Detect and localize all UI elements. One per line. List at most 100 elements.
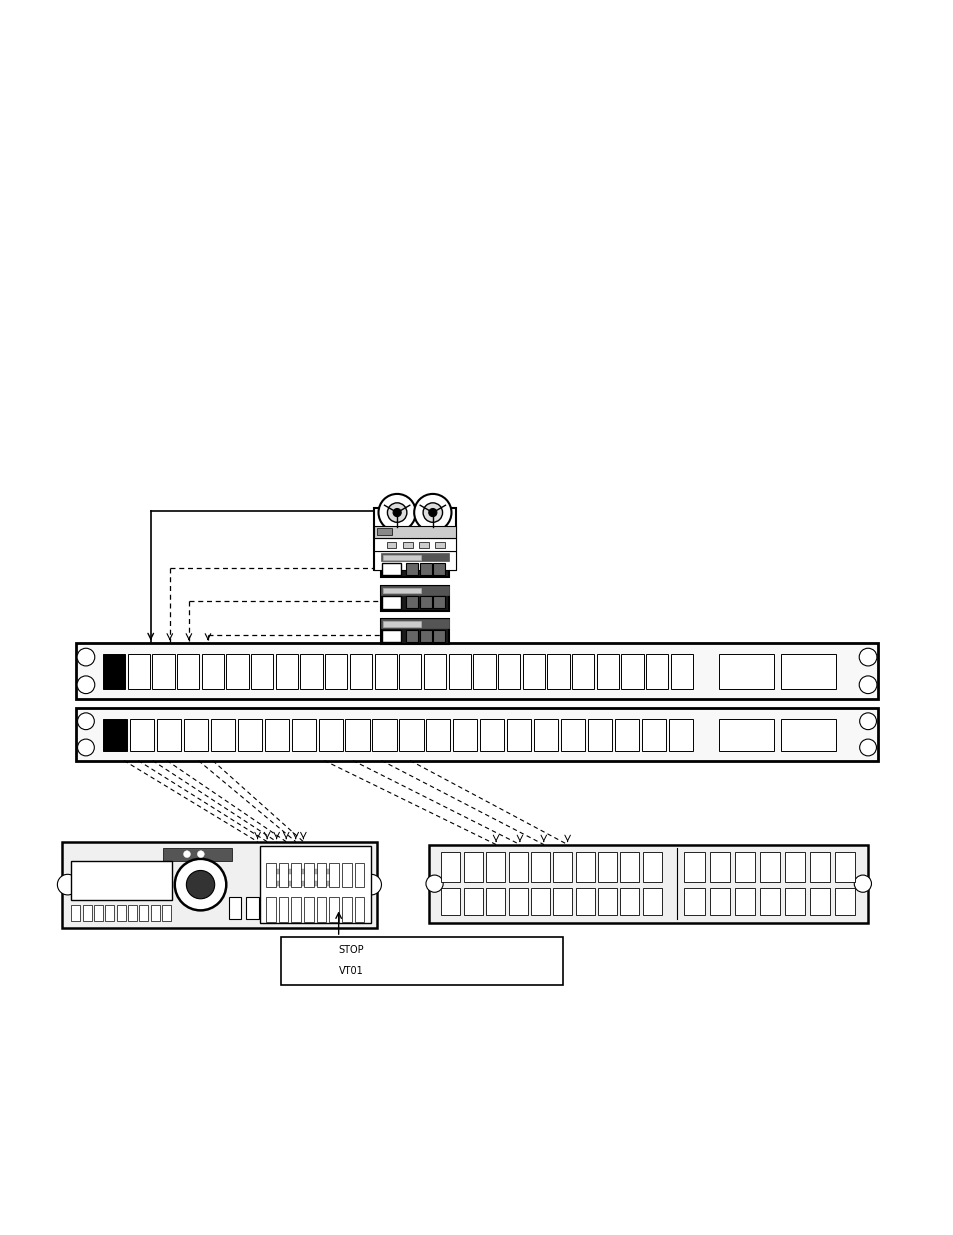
Circle shape bbox=[77, 676, 94, 694]
Bar bbox=[103, 719, 127, 751]
Bar bbox=[163, 847, 232, 861]
Bar bbox=[433, 563, 444, 576]
Bar bbox=[380, 587, 449, 611]
Bar bbox=[355, 898, 364, 921]
Bar bbox=[575, 888, 594, 915]
Bar bbox=[266, 898, 275, 921]
Bar bbox=[398, 655, 421, 689]
Bar bbox=[83, 905, 91, 920]
Bar bbox=[809, 888, 829, 915]
Text: STOP: STOP bbox=[338, 946, 364, 956]
Bar bbox=[341, 863, 352, 887]
Bar bbox=[300, 655, 322, 689]
Bar bbox=[406, 563, 417, 576]
Bar bbox=[399, 719, 423, 751]
Bar bbox=[381, 563, 401, 576]
Bar bbox=[128, 655, 150, 689]
Text: VT01: VT01 bbox=[338, 967, 363, 977]
Bar bbox=[71, 862, 172, 900]
Bar bbox=[355, 863, 364, 887]
Bar bbox=[151, 905, 159, 920]
Bar bbox=[329, 898, 338, 921]
Circle shape bbox=[859, 648, 876, 666]
Circle shape bbox=[77, 713, 94, 730]
Bar bbox=[380, 620, 449, 645]
Bar bbox=[156, 719, 181, 751]
Bar bbox=[211, 719, 234, 751]
Circle shape bbox=[859, 676, 876, 694]
Bar bbox=[381, 597, 401, 609]
Bar bbox=[269, 869, 335, 874]
Bar bbox=[266, 863, 275, 887]
Circle shape bbox=[77, 648, 94, 666]
Bar bbox=[383, 588, 420, 594]
Bar bbox=[645, 655, 668, 689]
Bar bbox=[380, 552, 449, 578]
Bar bbox=[374, 551, 456, 569]
Bar bbox=[433, 630, 444, 642]
Bar bbox=[106, 905, 114, 920]
Bar bbox=[62, 842, 376, 927]
Bar bbox=[620, 655, 643, 689]
Bar bbox=[372, 719, 396, 751]
Circle shape bbox=[57, 874, 78, 895]
Bar bbox=[226, 655, 249, 689]
Bar bbox=[784, 852, 804, 882]
Bar bbox=[575, 852, 594, 882]
Bar bbox=[375, 655, 396, 689]
Bar bbox=[784, 888, 804, 915]
Bar bbox=[473, 655, 495, 689]
Bar bbox=[435, 542, 444, 548]
Bar bbox=[316, 863, 326, 887]
Bar bbox=[553, 852, 572, 882]
Bar bbox=[553, 888, 572, 915]
Circle shape bbox=[393, 509, 401, 516]
Bar bbox=[152, 655, 174, 689]
Bar bbox=[246, 898, 258, 919]
Bar bbox=[531, 888, 549, 915]
Bar bbox=[201, 655, 224, 689]
Bar bbox=[448, 655, 471, 689]
Bar bbox=[642, 888, 661, 915]
Bar bbox=[376, 529, 392, 535]
Bar bbox=[139, 905, 148, 920]
Bar bbox=[278, 863, 288, 887]
Bar bbox=[734, 888, 754, 915]
Bar bbox=[374, 508, 456, 569]
Bar bbox=[291, 898, 301, 921]
Bar bbox=[670, 655, 692, 689]
Bar bbox=[619, 852, 639, 882]
Circle shape bbox=[414, 494, 451, 531]
Bar bbox=[598, 888, 617, 915]
Bar bbox=[668, 719, 692, 751]
Circle shape bbox=[859, 713, 876, 730]
Bar bbox=[341, 898, 352, 921]
Bar bbox=[402, 542, 412, 548]
Bar bbox=[420, 630, 432, 642]
Bar bbox=[734, 852, 754, 882]
Bar bbox=[292, 719, 315, 751]
Bar bbox=[426, 719, 450, 751]
Bar bbox=[614, 719, 639, 751]
Circle shape bbox=[859, 739, 876, 756]
Bar bbox=[128, 905, 137, 920]
Bar bbox=[263, 898, 275, 919]
Bar bbox=[619, 888, 639, 915]
Bar bbox=[304, 898, 314, 921]
Circle shape bbox=[360, 874, 381, 895]
Circle shape bbox=[387, 503, 406, 522]
Bar bbox=[291, 863, 301, 887]
Bar bbox=[76, 708, 877, 761]
Bar bbox=[781, 719, 835, 751]
Bar bbox=[433, 597, 444, 609]
Bar bbox=[834, 888, 854, 915]
Bar bbox=[719, 655, 773, 689]
Bar bbox=[374, 526, 456, 537]
Bar bbox=[463, 852, 482, 882]
Bar bbox=[598, 852, 617, 882]
Bar bbox=[420, 563, 432, 576]
Bar bbox=[479, 719, 504, 751]
Circle shape bbox=[428, 509, 436, 516]
Bar bbox=[531, 852, 549, 882]
Circle shape bbox=[197, 851, 204, 857]
